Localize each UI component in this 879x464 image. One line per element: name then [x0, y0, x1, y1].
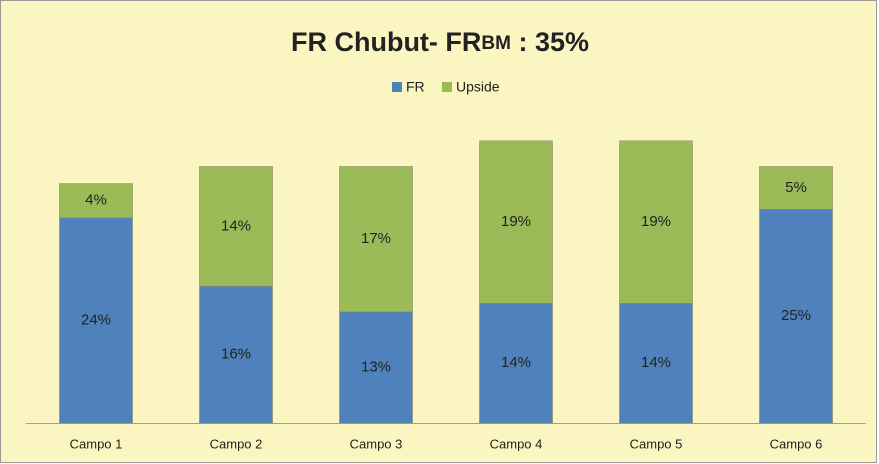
- value-label: 24%: [81, 311, 111, 328]
- bar-segment: [759, 166, 833, 210]
- value-label: 5%: [785, 179, 807, 196]
- x-tick-label: Campo 3: [350, 436, 403, 451]
- x-tick-label: Campo 4: [490, 436, 543, 451]
- x-tick-label: Campo 1: [70, 436, 123, 451]
- bar-segment: [759, 208, 833, 424]
- legend-swatch: [392, 82, 402, 92]
- legend-label: FR: [406, 79, 425, 95]
- bar-segment: [199, 166, 273, 287]
- bar-segment: [59, 183, 133, 219]
- x-tick-label: Campo 6: [770, 436, 823, 451]
- value-label: 14%: [221, 217, 251, 234]
- chart-title: FR Chubut- FRBM : 35%: [291, 27, 589, 57]
- bar-segment: [59, 217, 133, 424]
- bar-segment: [199, 285, 273, 424]
- bar-segment: [619, 302, 693, 424]
- bar-segment: [479, 140, 553, 304]
- value-label: 19%: [641, 213, 671, 230]
- title-part: FR Chubut- FR: [291, 27, 481, 57]
- title-part: : 35%: [511, 27, 589, 57]
- x-tick-label: Campo 2: [210, 436, 263, 451]
- value-label: 4%: [85, 192, 107, 209]
- value-label: 14%: [501, 354, 531, 371]
- bar-segment: [619, 140, 693, 304]
- value-label: 14%: [641, 354, 671, 371]
- value-label: 17%: [361, 230, 391, 247]
- bar-segment: [339, 311, 413, 424]
- value-label: 16%: [221, 346, 251, 363]
- value-label: 25%: [781, 307, 811, 324]
- legend-label: Upside: [456, 79, 500, 95]
- x-tick-label: Campo 5: [630, 436, 683, 451]
- value-label: 13%: [361, 358, 391, 375]
- title-subscript: BM: [481, 33, 511, 54]
- value-label: 19%: [501, 213, 531, 230]
- bar-segment: [479, 302, 553, 424]
- legend-swatch: [442, 82, 452, 92]
- bar-segment: [339, 166, 413, 313]
